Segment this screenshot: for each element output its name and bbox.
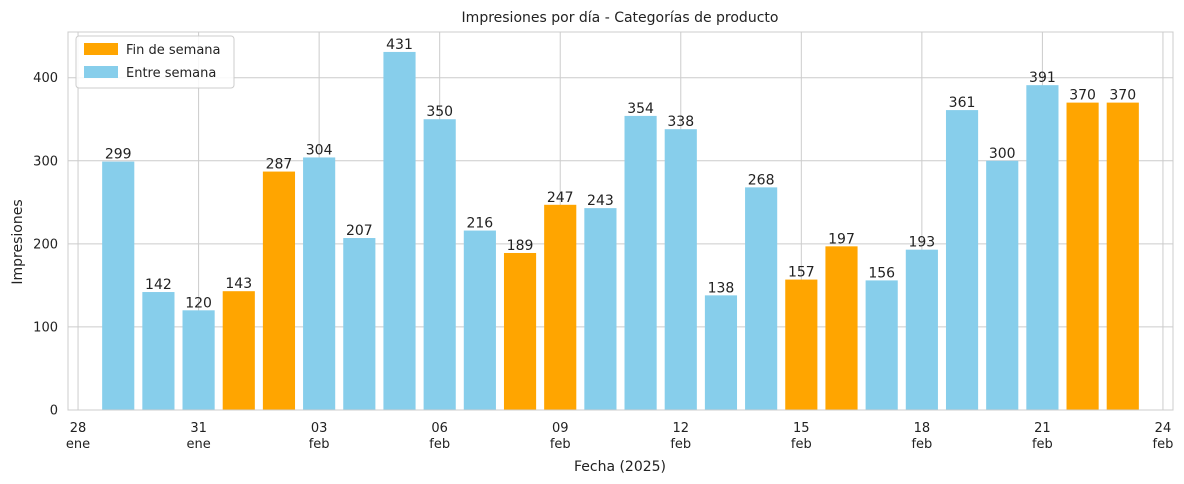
- plot-frame: [67, 31, 1174, 411]
- x-tick-label: 31 ene: [186, 421, 210, 452]
- bar-value-label: 138: [708, 280, 735, 296]
- bar-value-label: 243: [587, 193, 614, 209]
- bar-value-label: 120: [185, 295, 212, 311]
- bar-weekend: [222, 291, 255, 410]
- x-tick-day: 18: [914, 421, 931, 436]
- bar-weekday: [423, 119, 456, 410]
- legend-swatch-weekday: [84, 66, 118, 78]
- x-tick-label: 21 feb: [1032, 421, 1053, 452]
- bar-value-label: 370: [1109, 88, 1136, 104]
- x-tick-label: 12 feb: [670, 421, 691, 452]
- bar-weekend: [825, 246, 858, 410]
- bar-weekday: [102, 161, 135, 410]
- bar-value-label: 157: [788, 265, 815, 281]
- bar-weekday: [704, 295, 738, 410]
- y-tick-label: 200: [33, 237, 58, 252]
- bar-weekday: [745, 187, 778, 410]
- bar-value-label: 338: [667, 114, 694, 130]
- bar-weekday: [624, 115, 657, 411]
- bar-value-label: 197: [828, 231, 855, 247]
- x-tick-month: feb: [309, 437, 330, 452]
- x-tick-day: 15: [793, 421, 810, 436]
- x-tick-month: feb: [791, 437, 812, 452]
- bar-value-label: 268: [748, 172, 775, 188]
- bar-weekend: [1106, 102, 1139, 410]
- bar-value-label: 370: [1069, 88, 1096, 104]
- bar-weekend: [544, 204, 577, 410]
- bar-value-label: 300: [989, 146, 1016, 162]
- bar-value-label: 299: [105, 147, 132, 163]
- x-axis-label: Fecha (2025): [574, 459, 666, 475]
- x-tick-month: feb: [911, 437, 932, 452]
- x-tick-day: 12: [672, 421, 689, 436]
- bar-value-label: 189: [507, 238, 534, 254]
- bar-weekday: [945, 110, 979, 410]
- bar-value-label: 156: [868, 265, 895, 281]
- bar-value-label: 431: [386, 37, 413, 53]
- bar-weekend: [503, 252, 537, 410]
- bar-value-label: 216: [466, 216, 493, 232]
- bar-value-label: 143: [225, 276, 252, 292]
- x-tick-label: 18 feb: [911, 421, 932, 452]
- y-tick-label: 0: [50, 404, 58, 419]
- y-tick-label: 300: [33, 154, 58, 169]
- x-tick-day: 28: [70, 421, 87, 436]
- bar-weekday: [664, 129, 697, 410]
- x-tick-day: 09: [552, 421, 569, 436]
- x-tick-label: 09 feb: [550, 421, 571, 452]
- legend-swatch-weekend: [84, 43, 118, 55]
- y-tick-label: 400: [33, 71, 58, 86]
- x-tick-day: 31: [190, 421, 207, 436]
- x-tick-month: feb: [670, 437, 691, 452]
- bar-weekday: [865, 280, 898, 410]
- bar-value-label: 247: [547, 190, 574, 206]
- x-tick-label: 15 feb: [791, 421, 812, 452]
- bar-weekday: [463, 230, 496, 410]
- bar-weekday: [303, 157, 336, 410]
- x-tick-day: 24: [1155, 421, 1172, 436]
- x-tick-label: 06 feb: [429, 421, 450, 452]
- legend-label: Fin de semana: [126, 43, 221, 58]
- bar-weekday: [986, 160, 1019, 410]
- bar-weekend: [785, 279, 818, 410]
- x-tick-month: ene: [66, 437, 90, 452]
- chart-title: Impresiones por día - Categorías de prod…: [462, 10, 779, 26]
- x-tick-month: feb: [429, 437, 450, 452]
- bar-weekday: [584, 208, 617, 410]
- x-tick-month: feb: [1153, 437, 1174, 452]
- x-tick-label: 28 ene: [66, 421, 90, 452]
- bar-value-label: 207: [346, 223, 373, 239]
- x-tick-month: ene: [186, 437, 210, 452]
- x-tick-day: 21: [1034, 421, 1051, 436]
- bar-value-label: 287: [266, 157, 293, 173]
- bar-weekday: [1026, 85, 1059, 411]
- bar-value-label: 361: [949, 95, 976, 111]
- x-tick-month: feb: [1032, 437, 1053, 452]
- x-tick-month: feb: [550, 437, 571, 452]
- y-tick-label: 100: [33, 320, 58, 335]
- bar-weekday: [343, 238, 376, 410]
- x-tick-day: 06: [431, 421, 448, 436]
- bar-weekday: [905, 249, 938, 410]
- bar-weekend: [1066, 102, 1099, 410]
- bar-value-label: 193: [908, 235, 935, 251]
- bar-value-label: 354: [627, 101, 654, 117]
- bar-weekend: [262, 171, 296, 410]
- x-tick-day: 03: [311, 421, 328, 436]
- legend-label: Entre semana: [126, 66, 216, 81]
- bar-weekday: [383, 51, 416, 410]
- legend: Fin de semana Entre semana: [75, 35, 235, 89]
- bar-value-label: 391: [1029, 70, 1056, 86]
- bar-weekday: [142, 292, 175, 410]
- bar-value-label: 304: [306, 142, 333, 158]
- bars-layer: 299 142 120 143 287 304 207 431 350 216 189 247 243 3…: [102, 37, 1139, 411]
- x-tick-label: 03 feb: [309, 421, 330, 452]
- y-axis-label: Impresiones: [10, 199, 26, 284]
- bar-value-label: 142: [145, 277, 172, 293]
- x-tick-label: 24 feb: [1153, 421, 1174, 452]
- bar-weekday: [182, 310, 215, 410]
- bar-value-label: 350: [426, 104, 453, 120]
